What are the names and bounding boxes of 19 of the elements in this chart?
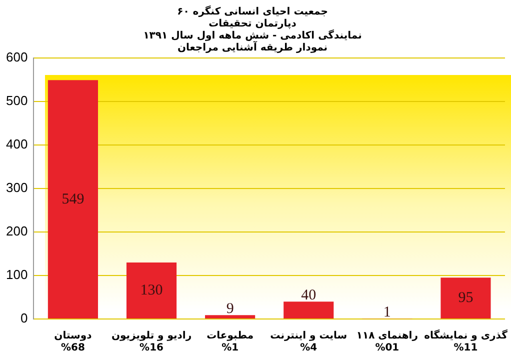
bar xyxy=(205,315,256,318)
y-tick-label: 400 xyxy=(6,136,28,152)
y-tick-label: 500 xyxy=(6,93,28,108)
data-label: 130 xyxy=(140,282,163,298)
chart-title: جمعیت احیای انسانی کنگره ۶۰ دپارتمان تحقیقات نمایندگی اکادمی - شش ماهه اول سال ۱۳۹۱ نمودار طریقه آشنایی مراجعان xyxy=(143,4,362,54)
bar xyxy=(48,80,98,318)
data-label: 95 xyxy=(458,290,474,306)
y-tick-label: 0 xyxy=(20,310,28,326)
y-tick-label: 600 xyxy=(6,50,28,65)
bar xyxy=(126,262,177,318)
y-tick-label: 100 xyxy=(6,267,28,282)
bar xyxy=(284,302,334,318)
data-label: 9 xyxy=(226,301,234,318)
data-label: 1 xyxy=(383,304,391,321)
bar xyxy=(440,278,491,318)
y-tick-label: 200 xyxy=(6,224,28,239)
data-label: 40 xyxy=(301,288,316,304)
y-tick-label: 300 xyxy=(6,180,28,196)
data-label: 549 xyxy=(62,191,84,208)
